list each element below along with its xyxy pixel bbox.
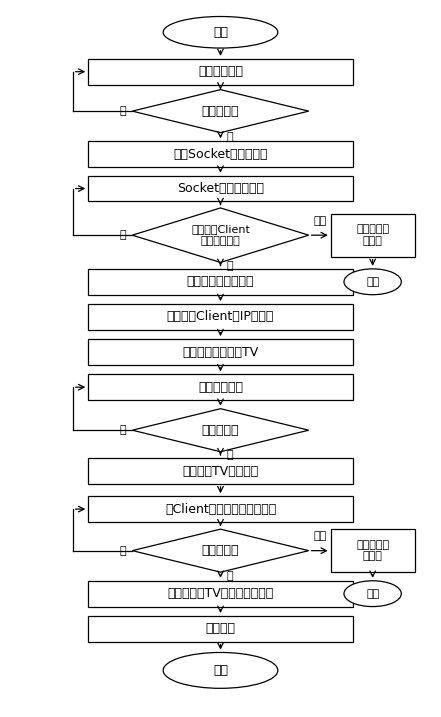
Text: 是否有操作: 是否有操作 [202,424,239,437]
Text: Socket进入监听状态: Socket进入监听状态 [177,182,264,195]
Text: 提示输入密码: 提示输入密码 [198,65,243,78]
Polygon shape [132,529,309,572]
FancyBboxPatch shape [88,59,353,85]
Text: 超时: 超时 [313,216,326,226]
Text: 否: 否 [119,425,126,435]
Text: 是: 是 [226,261,233,270]
FancyBboxPatch shape [88,176,353,201]
Text: 结束: 结束 [213,664,228,677]
FancyBboxPatch shape [88,616,353,642]
Text: 显示被监控TV频道等相关信息: 显示被监控TV频道等相关信息 [168,587,273,600]
FancyBboxPatch shape [88,269,353,295]
Text: 超时: 超时 [313,531,326,541]
Text: 密码正确？: 密码正确？ [202,105,239,118]
Text: 结束: 结束 [366,277,379,287]
FancyBboxPatch shape [88,304,353,330]
FancyBboxPatch shape [331,214,415,257]
Text: 否: 否 [119,546,126,556]
Text: 开始: 开始 [213,26,228,39]
Polygon shape [132,208,309,262]
Text: 结束: 结束 [366,589,379,599]
Text: 关闭连接: 关闭连接 [206,622,235,635]
Text: 选择一个TV进行监控: 选择一个TV进行监控 [183,465,258,478]
FancyBboxPatch shape [88,141,353,167]
Text: 获取各个Client端IP及标识: 获取各个Client端IP及标识 [167,310,274,323]
Text: 否: 否 [119,230,126,240]
FancyBboxPatch shape [88,339,353,365]
FancyBboxPatch shape [88,581,353,607]
Polygon shape [132,90,309,133]
FancyBboxPatch shape [331,529,415,572]
Text: 向Client端发送监控数据请求: 向Client端发送监控数据请求 [165,503,276,516]
Text: 建立Socket，绑定端口: 建立Socket，绑定端口 [173,148,268,161]
Text: 收到数据？: 收到数据？ [202,544,239,557]
Text: 提示无可监
控电视: 提示无可监 控电视 [356,540,389,561]
Text: 是: 是 [226,571,233,581]
Text: 是否收到Client
端连接请求？: 是否收到Client 端连接请求？ [191,224,250,246]
Text: 提示无可监
控电视: 提示无可监 控电视 [356,224,389,246]
FancyBboxPatch shape [88,458,353,484]
FancyBboxPatch shape [88,374,353,400]
Text: 否: 否 [119,106,126,116]
Text: 是: 是 [226,450,233,460]
Ellipse shape [163,652,278,688]
Ellipse shape [163,16,278,48]
Text: 接受请求，建立通信: 接受请求，建立通信 [187,275,254,288]
Text: 等待用户操作: 等待用户操作 [198,381,243,394]
Text: 是: 是 [226,132,233,142]
Text: 显示已连入网络的TV: 显示已连入网络的TV [183,346,258,358]
Ellipse shape [344,269,401,295]
FancyBboxPatch shape [88,496,353,522]
Polygon shape [132,409,309,452]
Ellipse shape [344,581,401,607]
